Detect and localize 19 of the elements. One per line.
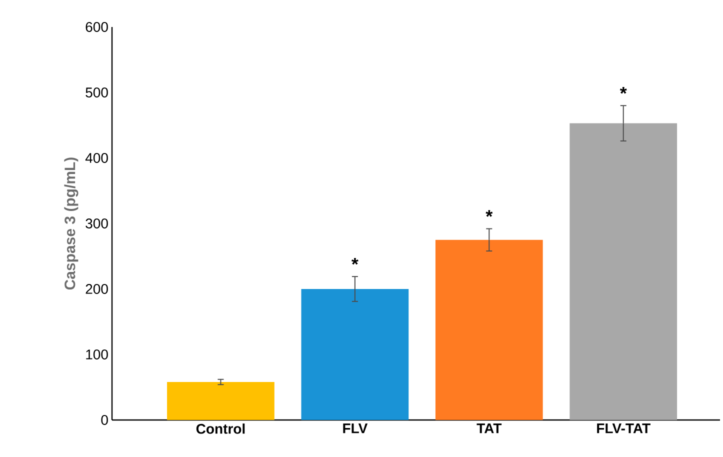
y-tick-label: 500 <box>86 88 108 98</box>
x-tick-label: TAT <box>476 424 502 434</box>
annotation: * <box>486 210 493 217</box>
x-tick-label: Control <box>196 424 245 434</box>
bar <box>435 240 543 420</box>
annotation: * <box>351 258 358 265</box>
y-tick-label: 600 <box>86 22 108 32</box>
y-axis-title: Caspase 3 (pg/mL) <box>64 158 78 290</box>
annotation: * <box>620 87 627 94</box>
bar <box>301 288 409 420</box>
y-tick-label: 0 <box>101 415 108 425</box>
bar <box>570 123 678 420</box>
bar <box>167 382 274 420</box>
y-tick-label: 100 <box>86 350 108 360</box>
y-tick-label: 300 <box>86 218 108 228</box>
y-tick-label: 200 <box>86 284 108 294</box>
x-tick-label: FLV <box>343 424 368 434</box>
x-tick-label: FLV-TAT <box>597 424 650 434</box>
y-tick-label: 400 <box>85 153 108 163</box>
